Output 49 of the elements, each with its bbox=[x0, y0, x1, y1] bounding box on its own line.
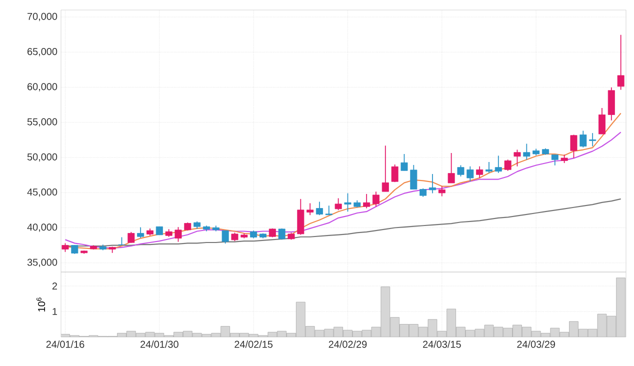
candlestick bbox=[428, 173, 436, 194]
y-tick-label: 2 bbox=[52, 282, 57, 290]
candlestick bbox=[598, 108, 606, 134]
candlestick bbox=[476, 166, 484, 178]
y-tick-label: 50,000 bbox=[27, 153, 58, 162]
candlestick bbox=[466, 166, 474, 182]
candlestick bbox=[457, 164, 464, 177]
y-tick-label: 70,000 bbox=[28, 12, 58, 22]
x-tick-label: 24/02/29 bbox=[328, 340, 367, 348]
candlestick bbox=[325, 205, 332, 216]
candlestick bbox=[410, 164, 418, 190]
y-tick-label: 60,000 bbox=[28, 83, 58, 92]
candlestick bbox=[438, 186, 446, 197]
candlestick bbox=[570, 134, 578, 158]
y-tick-label: 1 bbox=[52, 308, 57, 315]
y-tick-label: 55,000 bbox=[27, 118, 58, 127]
candlestick bbox=[617, 34, 624, 90]
x-tick-label: 24/02/15 bbox=[234, 340, 273, 348]
candlestick bbox=[523, 143, 530, 160]
candlestick bbox=[514, 149, 521, 167]
candlestick bbox=[334, 198, 342, 211]
candlestick bbox=[128, 232, 135, 244]
candlestick bbox=[504, 159, 512, 172]
y-axis-title: 10$^{6}$ bbox=[36, 298, 46, 312]
y-tick-label: 65,000 bbox=[28, 48, 58, 56]
candlestick bbox=[382, 145, 389, 192]
x-tick-label: 24/01/30 bbox=[140, 340, 178, 348]
y-tick-label: 40,000 bbox=[27, 224, 58, 232]
candlestick bbox=[391, 164, 398, 183]
candlestick bbox=[306, 202, 314, 216]
candlestick bbox=[174, 226, 182, 242]
candlestick bbox=[580, 130, 587, 148]
x-tick-label: 24/01/16 bbox=[46, 340, 84, 348]
candlestick bbox=[222, 230, 229, 244]
x-tick-label: 24/03/15 bbox=[423, 340, 461, 348]
candlestick bbox=[344, 192, 352, 212]
candlestick bbox=[494, 155, 502, 174]
candlestick bbox=[400, 154, 408, 172]
candlestick bbox=[363, 194, 370, 209]
candlestick bbox=[137, 226, 144, 238]
candlestick bbox=[448, 152, 455, 184]
candlestick bbox=[485, 162, 492, 174]
candlestick bbox=[551, 154, 558, 166]
x-tick-label: 24/03/29 bbox=[517, 340, 555, 348]
y-tick-label: 35,000 bbox=[27, 258, 58, 267]
candlestick bbox=[372, 191, 380, 208]
candlestick bbox=[589, 132, 596, 147]
candlestick bbox=[316, 201, 323, 216]
y-tick-label: 45,000 bbox=[27, 188, 58, 197]
